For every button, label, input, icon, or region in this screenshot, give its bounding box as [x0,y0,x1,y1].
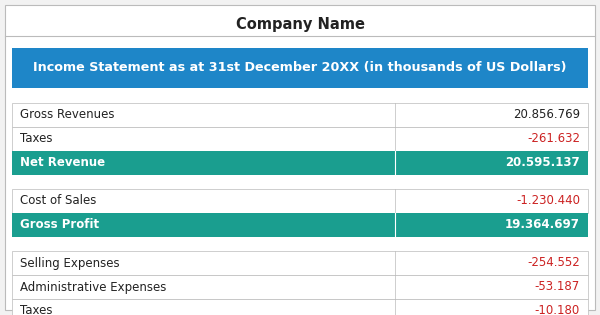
Bar [12,48,588,88]
Bar [12,151,588,175]
Text: 20.595.137: 20.595.137 [505,157,580,169]
Text: 19.364.697: 19.364.697 [505,219,580,232]
Text: Selling Expenses: Selling Expenses [20,256,119,270]
Bar [12,103,588,127]
Bar [12,213,588,237]
Text: -1.230.440: -1.230.440 [516,194,580,208]
Text: Cost of Sales: Cost of Sales [20,194,97,208]
Text: Net Revenue: Net Revenue [20,157,105,169]
Text: Administrative Expenses: Administrative Expenses [20,280,166,294]
Bar [12,299,588,315]
Bar [12,275,588,299]
Text: Taxes: Taxes [20,133,53,146]
Bar [12,127,588,151]
Text: -10.180: -10.180 [535,305,580,315]
Text: Gross Profit: Gross Profit [20,219,99,232]
Text: Taxes: Taxes [20,305,53,315]
Text: Gross Revenues: Gross Revenues [20,108,115,122]
Text: -254.552: -254.552 [527,256,580,270]
Text: Income Statement as at 31st December 20XX (in thousands of US Dollars): Income Statement as at 31st December 20X… [33,61,567,75]
Text: 20.856.769: 20.856.769 [513,108,580,122]
Text: Company Name: Company Name [235,16,365,32]
Bar [12,189,588,213]
Text: -261.632: -261.632 [527,133,580,146]
Text: -53.187: -53.187 [535,280,580,294]
Bar [12,251,588,275]
